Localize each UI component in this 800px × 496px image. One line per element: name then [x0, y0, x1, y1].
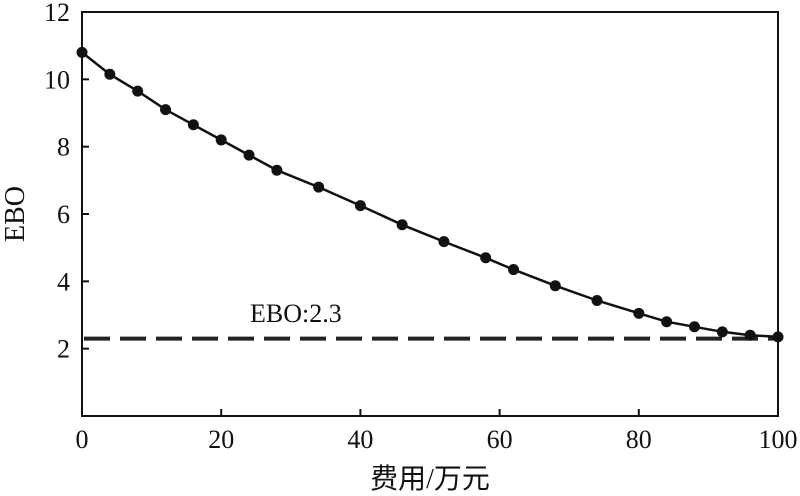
- axis-tick-labels: 0 20 40 60 80 100 2 4 6 8 10 12: [44, 0, 798, 454]
- y-tick-label: 4: [57, 267, 70, 296]
- data-point: [271, 164, 283, 176]
- x-tick-label: 40: [347, 425, 373, 454]
- data-point: [688, 321, 700, 333]
- x-axis-title: 费用/万元: [370, 463, 490, 495]
- y-tick-label: 2: [57, 335, 70, 364]
- data-point: [104, 68, 116, 80]
- x-tick-label: 20: [208, 425, 234, 454]
- data-point: [313, 181, 325, 193]
- data-point: [591, 295, 603, 307]
- data-point: [132, 85, 144, 97]
- data-point: [160, 104, 172, 116]
- x-tick-label: 80: [626, 425, 652, 454]
- axis-ticks: [81, 11, 779, 416]
- data-point: [76, 46, 88, 58]
- data-points: [76, 46, 784, 343]
- y-tick-label: 6: [57, 200, 70, 229]
- data-point: [187, 119, 199, 131]
- x-tick-label: 60: [487, 425, 513, 454]
- data-point: [549, 280, 561, 292]
- reference-line-label: EBO:2.3: [250, 299, 342, 328]
- data-point: [480, 252, 492, 264]
- y-tick-label: 10: [44, 65, 70, 94]
- data-point: [744, 329, 756, 341]
- y-tick-label: 8: [57, 133, 70, 162]
- plot-area-frame: [81, 11, 779, 417]
- x-tick-label: 100: [759, 425, 798, 454]
- data-point: [772, 331, 784, 343]
- data-point: [354, 200, 366, 212]
- data-point: [215, 134, 227, 146]
- y-axis-title: EBO: [0, 186, 31, 242]
- data-point: [716, 326, 728, 338]
- data-point: [243, 149, 255, 161]
- data-point: [396, 219, 408, 231]
- y-tick-label: 12: [44, 0, 70, 27]
- x-tick-label: 0: [76, 425, 89, 454]
- data-point: [661, 316, 673, 328]
- data-point: [508, 264, 520, 276]
- data-point: [633, 307, 645, 319]
- series-line: [81, 51, 779, 339]
- data-point: [438, 236, 450, 248]
